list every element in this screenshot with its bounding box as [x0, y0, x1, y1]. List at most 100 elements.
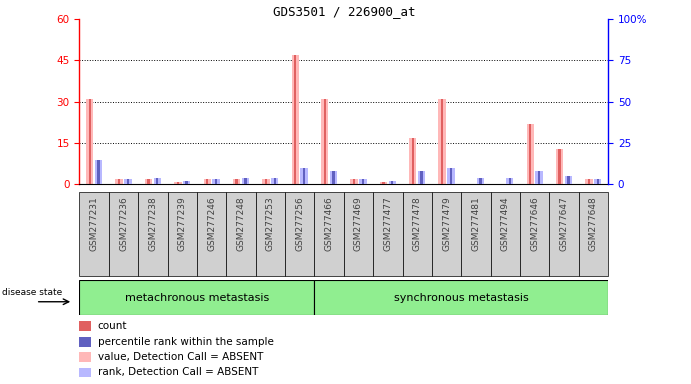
Bar — [265, 179, 267, 184]
Bar — [138, 192, 167, 276]
Bar — [361, 179, 364, 184]
Bar — [86, 99, 93, 184]
Text: GSM277494: GSM277494 — [501, 196, 510, 251]
Bar — [588, 179, 590, 184]
Bar — [380, 182, 387, 184]
Text: GSM277256: GSM277256 — [295, 196, 304, 251]
Text: GSM277253: GSM277253 — [266, 196, 275, 251]
Bar — [294, 55, 296, 184]
Text: disease state: disease state — [1, 288, 61, 297]
Bar — [450, 168, 452, 184]
Bar — [353, 179, 355, 184]
Bar — [303, 168, 305, 184]
Bar — [174, 182, 182, 184]
Text: GSM277236: GSM277236 — [119, 196, 128, 251]
Bar — [145, 179, 152, 184]
Bar — [126, 179, 129, 184]
Bar — [388, 181, 396, 184]
Bar — [556, 149, 563, 184]
Text: GSM277238: GSM277238 — [149, 196, 158, 251]
Text: GSM277248: GSM277248 — [236, 196, 245, 251]
Text: GSM277481: GSM277481 — [471, 196, 480, 251]
Bar — [242, 178, 249, 184]
Bar — [118, 179, 120, 184]
Bar — [206, 179, 209, 184]
Text: GSM277469: GSM277469 — [354, 196, 363, 251]
Bar — [274, 178, 276, 184]
Text: percentile rank within the sample: percentile rank within the sample — [97, 337, 274, 347]
Bar — [79, 280, 314, 315]
Bar — [79, 321, 91, 331]
Bar — [549, 192, 578, 276]
Text: GSM277478: GSM277478 — [413, 196, 422, 251]
Bar — [314, 280, 608, 315]
Title: GDS3501 / 226900_at: GDS3501 / 226900_at — [272, 5, 415, 18]
Bar — [565, 176, 572, 184]
Bar — [432, 192, 462, 276]
Bar — [558, 149, 561, 184]
Bar — [332, 171, 334, 184]
Bar — [115, 179, 123, 184]
Text: GSM277479: GSM277479 — [442, 196, 451, 251]
Bar — [79, 367, 91, 377]
Bar — [301, 168, 307, 184]
Bar — [402, 192, 432, 276]
Text: GSM277477: GSM277477 — [384, 196, 392, 251]
Bar — [97, 160, 100, 184]
Bar — [418, 171, 425, 184]
Bar — [477, 178, 484, 184]
Bar — [156, 178, 158, 184]
Bar — [441, 99, 444, 184]
Bar — [147, 179, 150, 184]
Bar — [344, 192, 373, 276]
Text: count: count — [97, 321, 127, 331]
Bar — [506, 178, 513, 184]
Bar — [321, 99, 328, 184]
Bar — [585, 179, 593, 184]
Bar — [479, 178, 482, 184]
Bar — [185, 181, 188, 184]
Text: synchronous metastasis: synchronous metastasis — [394, 293, 529, 303]
Bar — [88, 99, 91, 184]
Bar — [236, 179, 238, 184]
Bar — [204, 179, 211, 184]
Bar — [256, 192, 285, 276]
Bar — [420, 171, 423, 184]
Bar — [314, 192, 343, 276]
Text: value, Detection Call = ABSENT: value, Detection Call = ABSENT — [97, 352, 263, 362]
Bar — [594, 179, 601, 184]
Bar — [79, 192, 109, 276]
Bar — [491, 192, 520, 276]
Text: GSM277246: GSM277246 — [207, 196, 216, 251]
Text: GSM277647: GSM277647 — [560, 196, 569, 251]
Bar — [509, 178, 511, 184]
Bar — [412, 137, 414, 184]
Bar — [391, 181, 393, 184]
Text: GSM277466: GSM277466 — [325, 196, 334, 251]
Bar — [359, 179, 366, 184]
Text: GSM277239: GSM277239 — [178, 196, 187, 251]
Bar — [596, 179, 599, 184]
Bar — [382, 182, 385, 184]
Bar — [167, 192, 197, 276]
Bar — [109, 192, 138, 276]
Text: GSM277231: GSM277231 — [90, 196, 99, 251]
Text: GSM277646: GSM277646 — [530, 196, 539, 251]
Text: GSM277648: GSM277648 — [589, 196, 598, 251]
Bar — [153, 178, 161, 184]
Bar — [538, 171, 540, 184]
Bar — [271, 178, 278, 184]
Bar — [263, 179, 269, 184]
Bar — [330, 171, 337, 184]
Bar — [527, 124, 534, 184]
Text: metachronous metastasis: metachronous metastasis — [125, 293, 269, 303]
Bar — [447, 168, 455, 184]
Bar — [227, 192, 256, 276]
Bar — [215, 179, 217, 184]
Bar — [177, 182, 179, 184]
Bar — [233, 179, 240, 184]
Text: rank, Detection Call = ABSENT: rank, Detection Call = ABSENT — [97, 367, 258, 377]
Bar — [529, 124, 531, 184]
Bar — [95, 160, 102, 184]
Bar — [212, 179, 220, 184]
